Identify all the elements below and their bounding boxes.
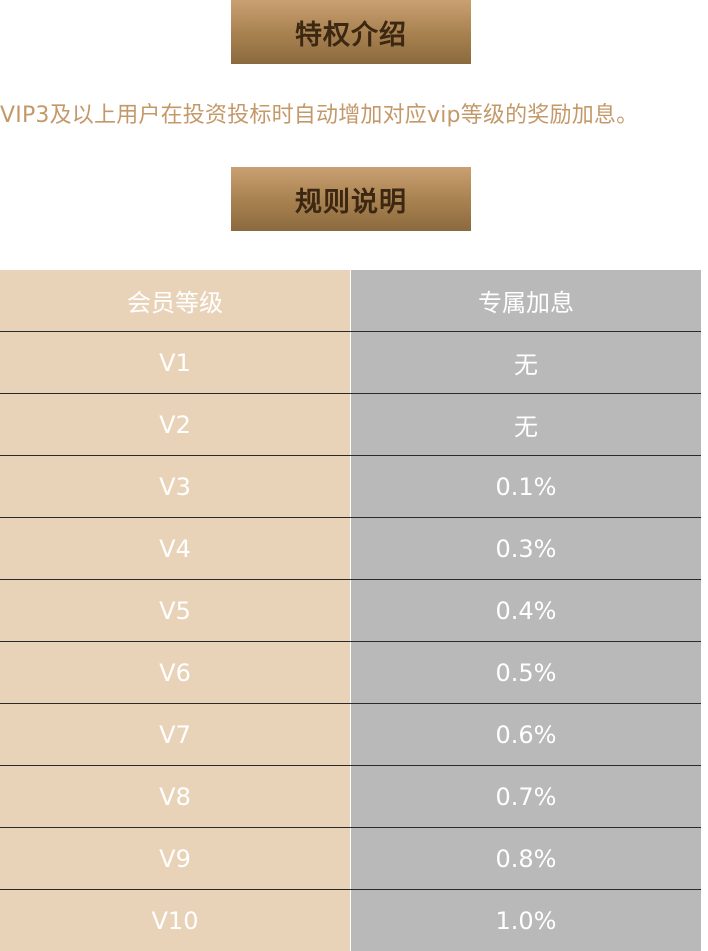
- table-row: V4 0.3%: [0, 517, 701, 579]
- rate-cell: 1.0%: [350, 890, 701, 951]
- level-cell: V4: [0, 518, 350, 579]
- table-row: V10 1.0%: [0, 889, 701, 951]
- table-row: V6 0.5%: [0, 641, 701, 703]
- rate-cell: 0.4%: [350, 580, 701, 641]
- privilege-intro-title: 特权介绍: [295, 19, 407, 51]
- rules-banner: 规则说明: [231, 167, 471, 231]
- level-cell: V5: [0, 580, 350, 641]
- table-row: V2 无: [0, 393, 701, 455]
- rules-title: 规则说明: [295, 186, 407, 218]
- rate-cell: 0.3%: [350, 518, 701, 579]
- level-cell: V10: [0, 890, 350, 951]
- table-row: V3 0.1%: [0, 455, 701, 517]
- table-row: V9 0.8%: [0, 827, 701, 889]
- level-cell: V2: [0, 394, 350, 455]
- rate-cell: 无: [350, 394, 701, 455]
- level-cell: V8: [0, 766, 350, 827]
- level-cell: V3: [0, 456, 350, 517]
- table-header-row: 会员等级 专属加息: [0, 270, 701, 331]
- table-row: V5 0.4%: [0, 579, 701, 641]
- rate-cell: 无: [350, 332, 701, 393]
- privilege-intro-text: VIP3及以上用户在投资投标时自动增加对应vip等级的奖励加息。: [0, 103, 639, 128]
- rate-cell: 0.8%: [350, 828, 701, 889]
- header-exclusive-rate: 专属加息: [350, 270, 701, 331]
- level-cell: V9: [0, 828, 350, 889]
- rate-cell: 0.7%: [350, 766, 701, 827]
- rate-cell: 0.5%: [350, 642, 701, 703]
- table-row: V8 0.7%: [0, 765, 701, 827]
- table-row: V7 0.6%: [0, 703, 701, 765]
- header-member-level: 会员等级: [0, 270, 350, 331]
- vip-rate-table: 会员等级 专属加息 V1 无 V2 无 V3 0.1% V4 0.3% V5 0…: [0, 270, 701, 951]
- level-cell: V1: [0, 332, 350, 393]
- level-cell: V6: [0, 642, 350, 703]
- privilege-intro-banner: 特权介绍: [231, 0, 471, 64]
- table-row: V1 无: [0, 331, 701, 393]
- level-cell: V7: [0, 704, 350, 765]
- rate-cell: 0.6%: [350, 704, 701, 765]
- rate-cell: 0.1%: [350, 456, 701, 517]
